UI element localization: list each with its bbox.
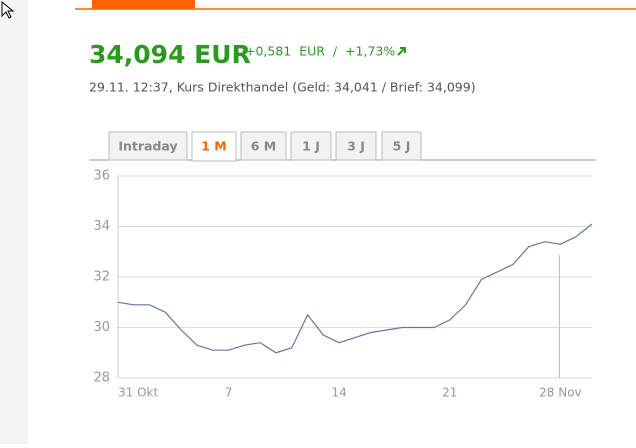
quote-info: 29.11. 12:37, Kurs Direkthandel (Geld: 3… (89, 80, 476, 95)
tab[interactable] (240, 131, 287, 161)
price: 34,094 EUR (89, 40, 251, 69)
x-tick-label: 28 Nov (539, 386, 582, 400)
tab-label[interactable]: 1 M (201, 139, 227, 154)
y-tick-label: 32 (93, 270, 110, 285)
y-tick-label: 28 (93, 371, 110, 386)
y-tick-label: 30 (93, 320, 110, 335)
cursor (1, 0, 15, 19)
tab-label[interactable]: 6 M (251, 139, 277, 154)
x-tick-label: 7 (225, 386, 233, 400)
x-tick-label: 21 (442, 386, 457, 400)
tab[interactable] (381, 131, 422, 161)
tab[interactable] (335, 131, 377, 161)
up-arrow (397, 47, 406, 56)
tab[interactable] (191, 131, 237, 162)
tab-label[interactable]: 5 J (393, 139, 411, 154)
top-tab[interactable] (92, 0, 195, 9)
y-tick-label: 36 (93, 169, 110, 184)
side-panel (0, 0, 28, 444)
x-tick-label: 14 (332, 386, 347, 400)
tab-label[interactable]: 1 J (302, 139, 320, 154)
tab[interactable] (108, 131, 188, 161)
change: +0,581 EUR / +1,73% (245, 44, 395, 59)
tab-label[interactable]: 3 J (347, 139, 365, 154)
x-tick-label: 31 Okt (118, 386, 158, 400)
tab-label[interactable]: Intraday (118, 139, 177, 154)
tab[interactable] (290, 131, 332, 161)
price-line (117, 223, 593, 354)
y-tick-label: 34 (93, 219, 110, 234)
